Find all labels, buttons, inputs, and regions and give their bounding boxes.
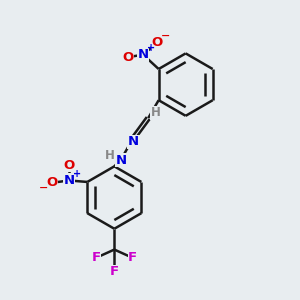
Text: O: O [63,158,74,172]
Text: N: N [138,48,149,61]
Text: F: F [91,251,101,264]
Text: −: − [161,31,170,41]
Text: +: + [147,43,156,53]
Text: N: N [63,174,74,187]
Text: −: − [39,183,48,193]
Text: N: N [128,135,139,148]
Text: O: O [46,176,57,189]
Text: F: F [128,251,137,264]
Text: O: O [122,51,134,64]
Text: F: F [110,266,119,278]
Text: +: + [73,169,81,179]
Text: H: H [151,106,160,119]
Text: H: H [105,149,115,162]
Text: N: N [116,154,127,167]
Text: O: O [152,36,163,49]
